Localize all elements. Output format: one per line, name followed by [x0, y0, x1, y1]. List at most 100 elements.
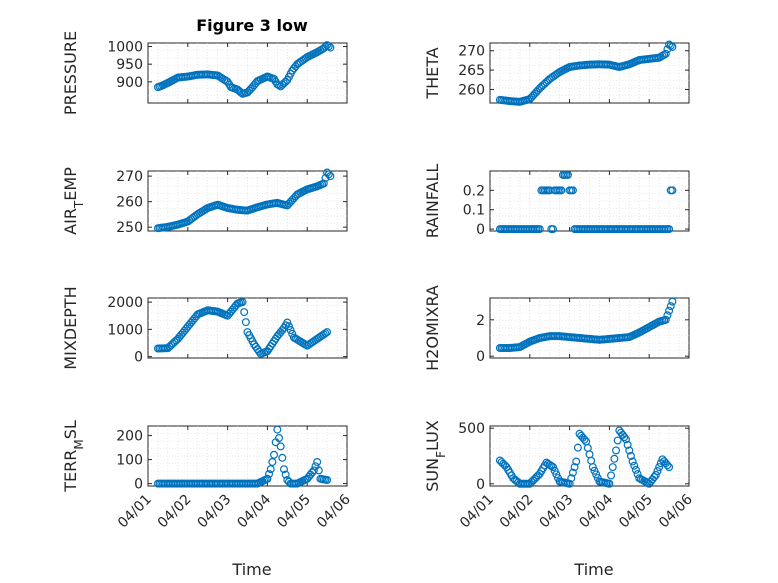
y-axis-label-part: AIR [61, 208, 80, 235]
data-point [275, 434, 284, 443]
data-point [625, 446, 634, 455]
data-point [580, 435, 589, 444]
data-point [661, 315, 670, 324]
y-axis-label: AIRTEMP [61, 167, 86, 235]
y-tick-label: 270 [458, 44, 485, 60]
data-point [550, 466, 559, 475]
data-point [626, 452, 635, 461]
data-point [590, 466, 599, 475]
xlabel-right: Time [573, 560, 613, 579]
data-point [567, 474, 576, 483]
data-point [608, 463, 617, 472]
data-point [621, 435, 630, 444]
data-point [263, 474, 272, 483]
data-point [275, 81, 284, 90]
data-point [588, 463, 597, 472]
data-point [281, 470, 290, 479]
y-axis-label-subscript: F [434, 451, 448, 458]
data-point [665, 225, 674, 234]
data-point [319, 179, 328, 188]
subplot-rainfall: 0 0.1 0.2 RAINFALL [423, 164, 690, 238]
data-point [276, 442, 285, 451]
data-point [309, 466, 318, 475]
data-point [665, 306, 674, 315]
data-point [270, 450, 279, 459]
data-point [568, 468, 577, 477]
data-point [326, 43, 335, 52]
y-axis-label: PRESSURE [61, 31, 80, 115]
data-point [313, 458, 322, 467]
data-point [610, 454, 619, 463]
y-axis-label-part: TERR [61, 450, 80, 493]
data-point [535, 225, 544, 234]
y-tick-label: 950 [116, 57, 143, 73]
x-tick-label: 04/03 [537, 492, 577, 532]
y-tick-label: 500 [458, 421, 485, 437]
x-tick-label: 04/05 [274, 492, 314, 532]
data-point [663, 311, 672, 320]
data-point [663, 461, 672, 470]
y-axis-label-part: SUN [423, 458, 442, 492]
data-point [283, 318, 292, 327]
data-point [573, 443, 582, 452]
subplot-terr-msl: 0 100 200 04/01 04/02 04/03 04/04 04/05 04/06 TER… [61, 420, 354, 531]
y-axis-label: MIXDEPTH [61, 286, 80, 369]
data-point [655, 463, 664, 472]
y-axis-label: H2OMIXRA [423, 285, 442, 371]
y-tick-label: 0 [134, 477, 143, 493]
y-axis-label-part: SL [61, 420, 80, 439]
x-tick-label: 04/01 [457, 492, 497, 532]
xlabel-left: Time [231, 560, 271, 579]
x-tick-label: 04/02 [497, 492, 537, 532]
y-tick-label: 0 [476, 222, 485, 238]
data-point [265, 470, 274, 479]
x-tick-label: 04/04 [234, 491, 274, 531]
data-point [326, 172, 335, 181]
data-point [668, 186, 677, 195]
y-tick-label: 0.2 [463, 183, 485, 199]
data-point [666, 41, 675, 50]
y-axis-label-subscript: M [72, 439, 86, 449]
data-point [284, 322, 293, 331]
data-point [630, 461, 639, 470]
data-point [268, 458, 277, 467]
data-point [314, 466, 323, 475]
data-point [568, 186, 577, 195]
y-tick-label: 1000 [107, 40, 143, 56]
data-point [301, 340, 310, 349]
data-point [651, 470, 660, 479]
data-point [592, 470, 601, 479]
data-point [666, 302, 675, 311]
y-tick-label: 265 [458, 63, 485, 79]
subplot-h2omixra: 0 2 H2OMIXRA [423, 285, 690, 371]
data-point [668, 42, 677, 51]
x-tick-label: 04/04 [576, 491, 616, 531]
data-point [613, 436, 622, 445]
subplot-air-temp: 250 260 270 AIRTEMP [61, 167, 348, 236]
y-tick-label: 0.1 [463, 203, 485, 219]
y-tick-label: 260 [458, 82, 485, 98]
y-tick-label: 0 [134, 350, 143, 366]
data-point [278, 453, 287, 462]
y-tick-label: 100 [116, 453, 143, 469]
x-tick-label: 04/06 [314, 491, 354, 531]
y-tick-label: 900 [116, 75, 143, 91]
data-point [238, 298, 247, 307]
y-axis-label-part: LUX [423, 420, 442, 451]
subplot-mixdepth: 0 1000 2000 MIXDEPTH [61, 286, 348, 370]
data-point [620, 433, 629, 442]
y-tick-label: 200 [116, 429, 143, 445]
data-point [552, 470, 561, 479]
y-axis-label-subscript: T [72, 200, 86, 209]
data-point [565, 479, 574, 488]
x-tick-label: 04/03 [195, 492, 235, 532]
x-tick-label: 04/06 [656, 491, 696, 531]
data-point [241, 318, 250, 327]
data-point [240, 308, 249, 317]
figure-title: Figure 3 low [196, 16, 308, 35]
data-point [572, 457, 581, 466]
x-tick-label: 04/02 [155, 492, 195, 532]
